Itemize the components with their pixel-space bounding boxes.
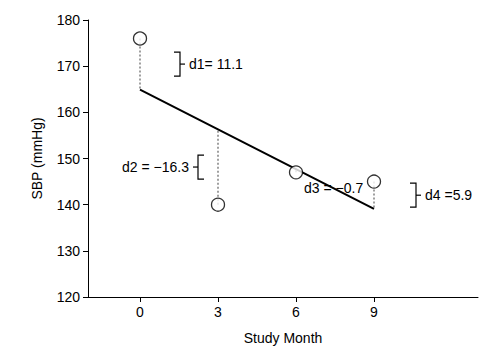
svg-text:140: 140 (57, 197, 81, 213)
svg-text:d1= 11.1: d1= 11.1 (189, 56, 243, 72)
svg-text:120: 120 (57, 289, 81, 305)
svg-text:3: 3 (214, 304, 222, 320)
svg-text:0: 0 (136, 304, 144, 320)
svg-text:Study Month: Study Month (244, 330, 323, 346)
svg-text:d4 =5.9: d4 =5.9 (425, 187, 472, 203)
svg-text:d3 = −0.7: d3 = −0.7 (304, 180, 363, 196)
svg-text:180: 180 (57, 12, 81, 28)
svg-text:SBP (mmHg): SBP (mmHg) (29, 117, 45, 199)
svg-text:170: 170 (57, 58, 81, 74)
svg-text:160: 160 (57, 104, 81, 120)
svg-text:6: 6 (292, 304, 300, 320)
svg-text:150: 150 (57, 151, 81, 167)
svg-text:d2 = −16.3: d2 = −16.3 (122, 159, 189, 175)
svg-text:9: 9 (370, 304, 378, 320)
svg-text:130: 130 (57, 243, 81, 259)
